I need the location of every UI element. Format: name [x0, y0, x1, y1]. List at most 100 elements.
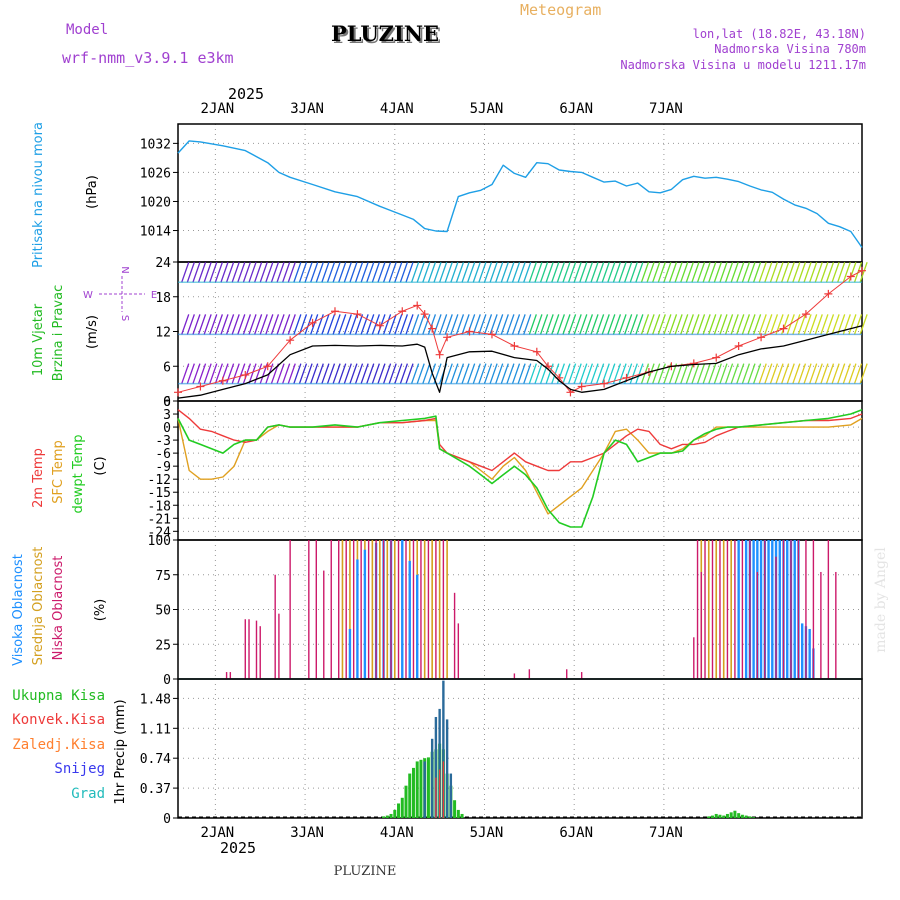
snow-bar	[430, 738, 434, 818]
wind-barb	[696, 262, 706, 283]
wind-barb	[517, 262, 526, 283]
cloud-low-bar	[790, 540, 792, 679]
cloud-low-bar	[797, 540, 800, 679]
wind-barb	[618, 363, 627, 384]
rain-total-bar	[748, 816, 752, 818]
wind-barb	[248, 314, 257, 335]
cloud-low-bar	[367, 540, 370, 679]
ytick-label: -9	[155, 460, 171, 475]
wind-barb	[668, 314, 678, 335]
wind-barb	[809, 314, 818, 335]
ytick-label: -15	[148, 486, 171, 501]
wind-barb	[276, 262, 285, 283]
wind-barb	[702, 262, 711, 283]
wind-barb	[523, 363, 532, 384]
wind-barb	[495, 314, 504, 335]
wind-barb	[321, 262, 330, 283]
cloud-low-bar	[513, 673, 516, 679]
wind-barb	[534, 363, 543, 384]
cloud-low-bar	[711, 540, 714, 679]
cloud-high-bar	[808, 628, 811, 679]
wind-barb	[444, 314, 453, 335]
wind-barb	[483, 363, 493, 384]
model-name: wrf-nmm_v3.9.1 e3km	[62, 49, 234, 67]
wind-barb	[427, 262, 437, 283]
wind-barb	[270, 262, 280, 283]
cloud-low-bar	[734, 540, 736, 679]
cloud-high-bar	[408, 560, 411, 679]
wind-barb	[455, 363, 465, 384]
wind-barb	[657, 363, 666, 384]
day-label-top: 6JAN	[559, 101, 593, 117]
cloud-low-bar	[360, 540, 362, 679]
cloud-high-bar	[744, 540, 748, 679]
cloud-low-bar	[435, 540, 437, 679]
cloud-high-bar	[771, 540, 774, 679]
wind-barb	[618, 262, 627, 283]
wind-barb	[248, 363, 257, 384]
pressure-ylabel: Pritisak na nivou mora	[31, 122, 46, 268]
wind-barb	[326, 314, 336, 335]
wind-barb	[803, 314, 812, 335]
wind-barb	[332, 262, 341, 283]
wind-barb	[674, 262, 683, 283]
temp-ylabel-2m: 2m Temp	[31, 448, 46, 508]
cloud-low-bar	[700, 571, 702, 679]
cloud-low-bar	[704, 540, 706, 679]
wind-barb	[809, 262, 818, 283]
page-title: PLUZINE	[331, 21, 439, 46]
wind-barb	[741, 363, 751, 384]
wind-barb	[825, 363, 835, 384]
pressure-line	[177, 140, 863, 248]
cloud-ylabel-low: Niska Oblacnost	[51, 556, 66, 661]
wind-barb	[388, 262, 397, 283]
wind-barb	[511, 262, 521, 283]
wind-barb	[618, 314, 627, 335]
wind-barb	[310, 363, 319, 384]
wind-barb	[310, 262, 319, 283]
snow-bar-group	[423, 680, 453, 818]
wind-barb	[495, 262, 504, 283]
wind-barb	[192, 363, 201, 384]
wind-barb	[399, 363, 409, 384]
wind-barb	[797, 262, 807, 283]
ytick-label: 0.74	[140, 752, 171, 767]
legend-frz-rain: Zaledj.Kisa	[12, 737, 105, 753]
ytick-label: -12	[148, 473, 171, 488]
cloud-high-bar	[752, 540, 755, 679]
rain-total-bar	[722, 815, 726, 818]
wind-barb	[590, 262, 599, 283]
wind-barb	[489, 363, 498, 384]
panel-5-grid: 1.48 1.11 0.74 0.37 0	[140, 679, 862, 827]
wind-barb	[422, 363, 431, 384]
cloud-mid-bar	[722, 540, 725, 679]
wind-barb	[315, 262, 324, 283]
cloud-low-bar	[457, 623, 460, 679]
cloud-unit: (%)	[93, 599, 108, 622]
wind-barb	[186, 314, 195, 335]
wind-barb	[214, 314, 223, 335]
wind-barb	[775, 363, 784, 384]
wind-barb	[382, 314, 392, 335]
wind-barb	[416, 363, 425, 384]
wind-barb	[399, 314, 409, 335]
wind-barb	[730, 314, 739, 335]
wind-barb	[708, 262, 717, 283]
wind-barb	[719, 314, 728, 335]
wind-barb	[394, 363, 403, 384]
wind-barb	[405, 363, 414, 384]
wind-barb	[601, 262, 610, 283]
wind-barb	[764, 262, 773, 283]
wind-barb	[444, 262, 453, 283]
cloud-mid-bar	[446, 540, 448, 679]
wind-barb	[792, 363, 801, 384]
ytick-label: 25	[155, 638, 171, 653]
wind-barb	[674, 314, 683, 335]
wind-barb	[741, 262, 751, 283]
wind-barb	[596, 262, 605, 283]
wind-barb	[444, 363, 453, 384]
cloud-high-bar	[363, 549, 367, 679]
day-label-bottom: 4JAN	[380, 825, 414, 841]
wind-barb	[220, 262, 229, 283]
compass-west: W	[83, 290, 93, 301]
